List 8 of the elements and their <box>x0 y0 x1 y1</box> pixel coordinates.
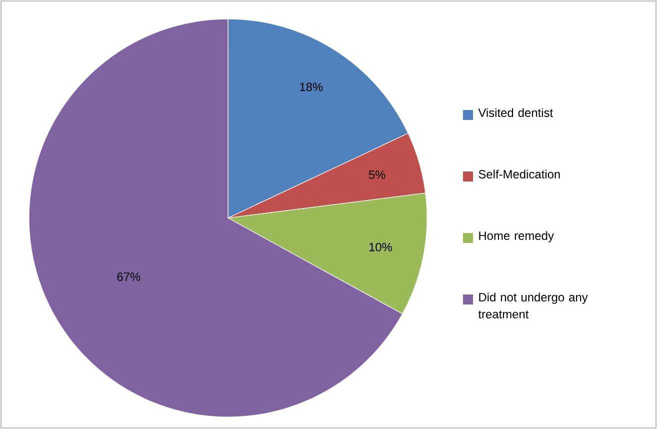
legend-label: Did not undergo any treatment <box>478 292 588 318</box>
data-label: 67% <box>117 272 140 281</box>
legend-label: Self-Medication <box>478 170 560 178</box>
legend-label: Visited dentist <box>478 108 553 117</box>
legend-label: Home remedy <box>479 231 554 242</box>
data-label: 18% <box>300 82 323 92</box>
data-label: 5% <box>368 170 386 179</box>
data-label: 10% <box>369 242 392 252</box>
